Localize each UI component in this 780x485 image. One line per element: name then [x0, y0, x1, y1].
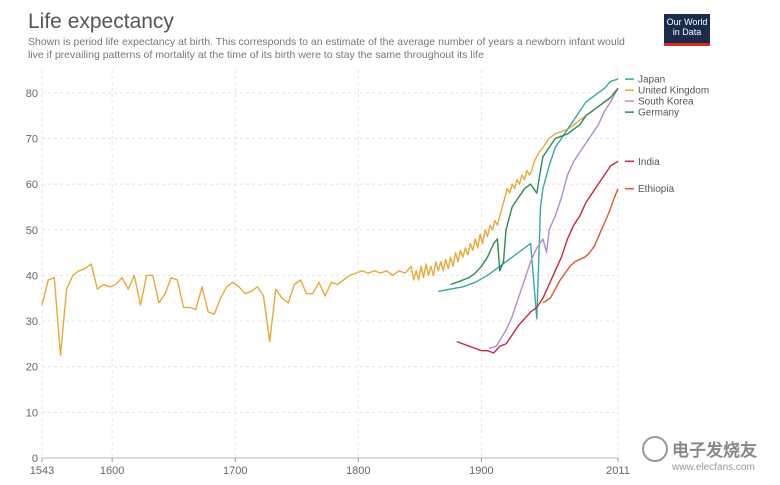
legend-label-germany: Germany — [638, 108, 679, 119]
series-line-south-korea — [489, 88, 618, 348]
x-tick-label: 1600 — [100, 465, 124, 477]
x-tick-label: 1700 — [223, 465, 247, 477]
line-chart: 0 10 20 30 40 50 60 70 80 1543 1600 1700 1800 1900 20… — [0, 0, 780, 485]
series-line-united-kingdom — [42, 88, 618, 355]
series-line-ethiopia — [543, 189, 618, 303]
y-tick-label: 20 — [26, 362, 38, 374]
watermark-text: 电子发烧友 — [672, 436, 757, 461]
y-axis-ticks: 0 10 20 30 40 50 60 70 80 — [26, 88, 38, 465]
x-tick-label: 1800 — [346, 465, 370, 477]
y-tick-label: 70 — [26, 133, 38, 145]
legend-label-south-korea: South Korea — [638, 97, 694, 108]
y-tick-label: 60 — [26, 179, 38, 191]
y-tick-label: 80 — [26, 88, 38, 100]
legend-label-india: India — [638, 157, 660, 168]
x-tick-label: 1543 — [30, 465, 54, 477]
series-lines — [42, 79, 618, 355]
y-tick-label: 0 — [32, 453, 38, 465]
legend-label-united-kingdom: United Kingdom — [638, 86, 709, 97]
x-axis-ticks: 1543 1600 1700 1800 1900 2011 — [30, 458, 630, 477]
watermark-logo-icon — [642, 436, 668, 462]
legend-label-japan: Japan — [638, 75, 665, 86]
watermark-url: www.elecfans.com — [672, 462, 755, 473]
watermark: 电子发烧友 www.elecfans.com — [640, 432, 780, 482]
y-tick-label: 40 — [26, 270, 38, 282]
y-tick-label: 10 — [26, 407, 38, 419]
series-line-japan — [438, 79, 618, 319]
legend-label-ethiopia: Ethiopia — [638, 184, 675, 195]
x-tick-label: 2011 — [606, 465, 630, 477]
y-tick-label: 30 — [26, 316, 38, 328]
x-tick-label: 1900 — [469, 465, 493, 477]
y-tick-label: 50 — [26, 225, 38, 237]
